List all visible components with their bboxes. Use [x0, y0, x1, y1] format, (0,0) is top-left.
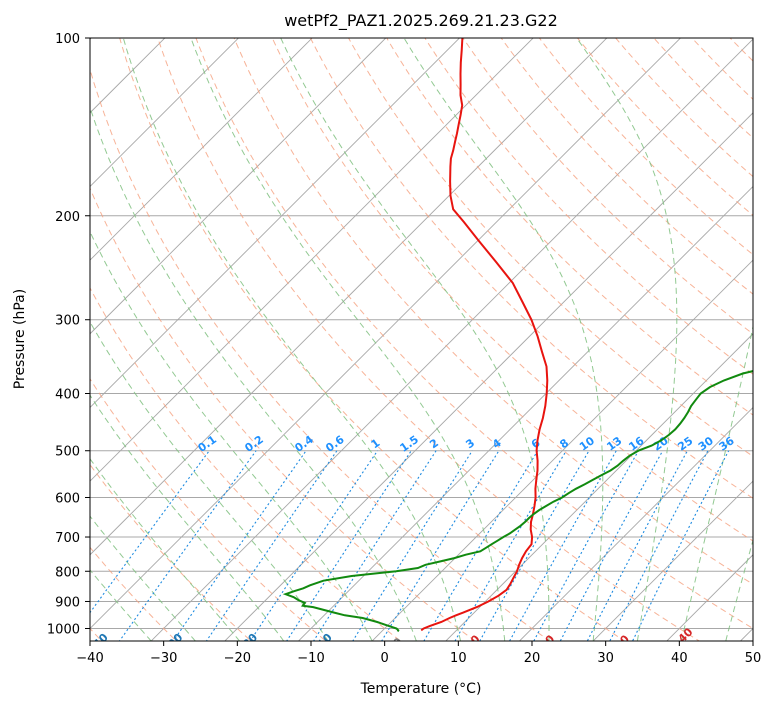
dry-adiabat-20: [90, 67, 551, 641]
moist-adiabat--24: [90, 515, 196, 641]
isotherm--100: [90, 38, 240, 188]
mixing-ratio-line-2: [312, 450, 437, 641]
x-tick-label: 20: [524, 651, 541, 666]
dry-adiabat-label: -10: [312, 631, 335, 654]
x-tick-label: 30: [597, 651, 614, 666]
moist-adiabats: [90, 38, 753, 641]
dry-adiabat-110: [424, 38, 753, 375]
dry-adiabat-label: -40: [87, 631, 110, 654]
moist-adiabat-6: [90, 106, 417, 641]
isotherm-10: [445, 333, 753, 641]
dry-adiabat-60: [233, 38, 753, 585]
x-tick-label: −10: [297, 651, 324, 666]
dewpoint-trace: [282, 370, 753, 632]
isotherm--10: [297, 185, 753, 641]
dry-adiabat-0: [90, 286, 402, 641]
dry-adiabat-70: [271, 38, 753, 542]
dry-adiabat-label: 10: [463, 632, 483, 652]
isotherm-0: [371, 259, 753, 641]
moist-adiabat-30: [403, 38, 604, 641]
x-tick-label: −20: [224, 651, 251, 666]
y-tick-label: 100: [55, 32, 80, 47]
isotherm--60: [90, 38, 534, 482]
moist-adiabat--30: [90, 569, 152, 641]
dry-adiabat-label: -30: [162, 631, 185, 654]
chart-title: wetPf2_PAZ1.2025.269.21.23.G22: [284, 11, 558, 31]
moist-adiabat--6: [90, 321, 329, 641]
y-axis-label: Pressure (hPa): [12, 289, 28, 389]
x-tick-label: 50: [745, 651, 762, 666]
y-tick-label: 400: [55, 388, 80, 403]
temperature-trace: [420, 38, 549, 632]
y-tick-label: 500: [55, 445, 80, 460]
y-tick-label: 700: [55, 531, 80, 546]
x-tick-label: 10: [450, 651, 467, 666]
mixing-ratio-line-20: [559, 450, 664, 641]
x-tick-label: 40: [671, 651, 688, 666]
dry-adiabat-label: 30: [612, 632, 632, 652]
moist-adiabat-36: [576, 38, 678, 641]
isotherm--70: [90, 38, 461, 409]
y-tick-label: 200: [55, 210, 80, 225]
dry-adiabat-170: [653, 38, 753, 139]
moist-adiabat-48: [725, 538, 753, 641]
mixing-ratio-line-36: [631, 450, 730, 641]
mixing-ratio-line-1.5: [286, 450, 412, 641]
dry-adiabat-90: [347, 38, 753, 457]
x-tick-label: −30: [150, 651, 177, 666]
y-tick-label: 300: [55, 314, 80, 329]
mixing-ratio-line-13: [508, 450, 617, 641]
moist-adiabat-42: [681, 324, 753, 641]
dry-adiabat-30: [119, 38, 626, 641]
x-axis-label: Temperature (°C): [360, 681, 482, 697]
moist-adiabat--12: [90, 394, 285, 641]
y-tick-label: 800: [55, 565, 80, 580]
y-axis-ticks: 1000 900 800 700 600 500 400 300 200 100: [47, 32, 90, 637]
isotherm--40: [90, 38, 682, 630]
plot-frame: [89, 37, 754, 642]
dry-adiabat-label: 20: [537, 632, 557, 652]
mixing-ratio-line-25: [586, 450, 688, 641]
dry-adiabats: [90, 38, 753, 641]
moist-adiabat-24: [280, 38, 550, 641]
moist-adiabat-12: [122, 38, 462, 641]
isotherm--80: [90, 38, 387, 335]
mixing-ratio-line-4: [381, 450, 500, 641]
dry-adiabat-130: [500, 38, 753, 295]
dry-adiabat-50: [195, 38, 753, 630]
x-tick-label: 0: [381, 651, 389, 666]
mixing-ratio-line-16: [533, 450, 639, 641]
isotherm--20: [224, 112, 753, 641]
mixing-ratio-line-0.2: [118, 450, 257, 641]
isobar-gridlines: [90, 38, 753, 629]
mixing-ratio-line-6: [423, 450, 539, 641]
y-tick-label: 600: [55, 491, 80, 506]
dry-adiabat-120: [462, 38, 753, 335]
mixing-ratio-line-8: [454, 450, 567, 641]
moist-adiabat-0: [90, 230, 373, 641]
isotherm--90: [90, 38, 313, 261]
moist-adiabat--18: [90, 457, 240, 641]
isotherm-gridlines: [90, 38, 753, 641]
isotherm--50: [90, 38, 608, 556]
y-tick-label: 900: [55, 595, 80, 610]
mixing-ratio-line-30: [609, 450, 709, 641]
dry-adiabat--30: [90, 546, 178, 641]
dry-adiabat-label: 0: [391, 635, 406, 650]
y-tick-label: 1000: [47, 622, 80, 637]
isotherm-20: [518, 406, 753, 641]
isotherm--30: [150, 38, 753, 641]
x-axis-ticks: −40 −30 −20 −10 0 10 20 30 40 50: [76, 641, 761, 666]
dry-adiabat--10: [90, 377, 327, 641]
plot-area: 0.10.20.40.611.52346810131620253036-100-…: [87, 38, 753, 654]
mixing-ratio-line-0.4: [172, 450, 307, 641]
x-tick-label: −40: [76, 651, 103, 666]
dry-adiabat-label: -20: [237, 631, 260, 654]
moist-adiabat-18: [190, 38, 506, 641]
isotherm-30: [592, 480, 753, 641]
mixing-ratio-line-10: [479, 450, 590, 641]
